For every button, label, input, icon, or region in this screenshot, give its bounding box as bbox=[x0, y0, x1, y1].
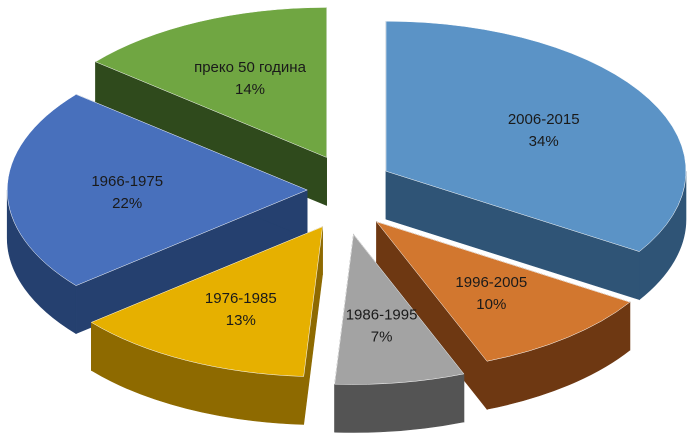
pie-slice-1966-1975 bbox=[7, 94, 308, 286]
pie-slice-50 bbox=[94, 7, 327, 158]
pie-slice-1986-1995 bbox=[334, 233, 465, 385]
slice-percent-4: 22% bbox=[112, 195, 142, 212]
slice-percent-2: 7% bbox=[371, 328, 393, 345]
slice-label-5: преко 50 година bbox=[194, 59, 306, 76]
slice-percent-0: 34% bbox=[529, 133, 559, 150]
pie-slice-1976-1985 bbox=[90, 226, 323, 377]
pie-slice-2006-2015 bbox=[385, 20, 687, 252]
pie-slice-1996-2005 bbox=[375, 221, 631, 362]
slice-label-0: 2006-2015 bbox=[508, 111, 580, 128]
slice-label-1: 1996-2005 bbox=[455, 274, 527, 291]
slice-percent-1: 10% bbox=[476, 296, 506, 313]
slice-label-4: 1966-1975 bbox=[91, 173, 163, 190]
slice-percent-3: 13% bbox=[226, 312, 256, 329]
slice-percent-5: 14% bbox=[235, 81, 265, 98]
slice-label-3: 1976-1985 bbox=[205, 290, 277, 307]
slice-label-2: 1986-1995 bbox=[346, 306, 418, 323]
pie-tops bbox=[7, 7, 687, 385]
pie-labels: 2006-2015 34% 1996-2005 10% 1986-1995 7% 1976-… bbox=[91, 59, 579, 345]
